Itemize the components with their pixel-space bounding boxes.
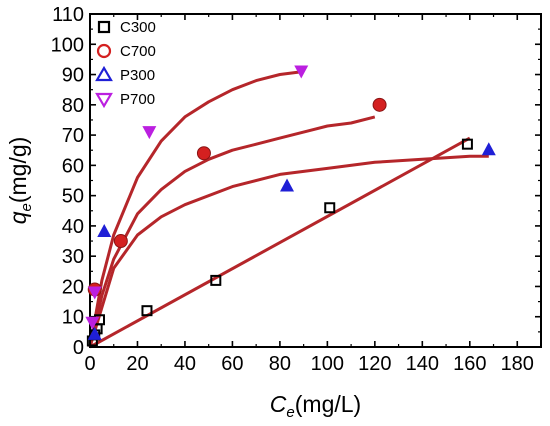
legend-marker-p300 — [95, 65, 113, 82]
y-axis-title: qe(mg/g) — [5, 137, 35, 225]
y-axis-sub: e — [18, 203, 35, 211]
point-c300 — [210, 274, 222, 286]
fit-curves — [88, 70, 489, 349]
point-c700 — [196, 146, 211, 161]
point-c700 — [372, 97, 387, 112]
y-tick-label: 90 — [62, 65, 84, 87]
point-p300 — [87, 326, 102, 340]
legend-label-p700: P700 — [120, 91, 155, 108]
legend-marker-c300 — [97, 20, 111, 34]
x-axis-unit: (mg/L) — [295, 391, 361, 417]
axis-ticks: 0 20 40 60 80 100 120 140 160 180 0 10 20 30 40 50 60 70 8… — [51, 4, 541, 375]
x-tick-label: 160 — [453, 353, 486, 375]
legend-label-c700: C700 — [120, 43, 156, 60]
y-tick-label: 40 — [62, 216, 84, 238]
x-tick-label: 20 — [126, 353, 148, 375]
plot-border — [89, 13, 542, 348]
y-axis-var: q — [5, 211, 31, 224]
plot-frame — [89, 13, 542, 348]
legend: C300 C700 P300 P700 — [95, 19, 156, 109]
point-p700 — [142, 126, 157, 140]
x-tick-label: 0 — [84, 353, 95, 375]
data-points — [85, 65, 496, 347]
y-tick-label: 80 — [62, 95, 84, 117]
x-tick-label: 180 — [501, 353, 534, 375]
y-tick-label: 50 — [62, 186, 84, 208]
legend-label-p300: P300 — [120, 67, 155, 84]
x-tick-label: 120 — [358, 353, 391, 375]
y-tick-label: 10 — [62, 307, 84, 329]
point-p300 — [97, 223, 112, 237]
fit-curve-c300 — [89, 136, 471, 349]
y-tick-label: 60 — [62, 155, 84, 177]
point-c300 — [324, 202, 336, 214]
point-c300 — [461, 138, 473, 150]
x-axis-var: C — [270, 391, 287, 417]
x-axis-title: Ce(mg/L) — [270, 391, 361, 421]
y-axis-unit: (mg/g) — [5, 137, 31, 203]
x-tick-label: 40 — [174, 353, 196, 375]
y-tick-label: 0 — [73, 337, 84, 359]
legend-marker-p700 — [95, 92, 113, 109]
point-p700 — [294, 65, 309, 79]
point-p300 — [481, 142, 496, 156]
point-p700 — [87, 286, 102, 300]
x-tick-label: 140 — [406, 353, 439, 375]
y-tick-label: 70 — [62, 125, 84, 147]
x-axis-sub: e — [286, 404, 294, 421]
point-c700 — [113, 234, 128, 249]
point-c300 — [141, 305, 153, 317]
y-tick-label: 100 — [51, 34, 84, 56]
y-tick-label: 110 — [52, 4, 84, 26]
fit-curve-p700 — [88, 70, 304, 348]
x-tick-label: 80 — [269, 353, 291, 375]
y-tick-label: 20 — [62, 276, 84, 298]
y-tick-label: 30 — [62, 246, 84, 268]
x-tick-label: 100 — [311, 353, 344, 375]
legend-label-c300: C300 — [120, 19, 156, 36]
point-p700 — [85, 316, 100, 330]
fit-curve-c700 — [88, 115, 376, 348]
legend-marker-c700 — [96, 43, 112, 59]
x-tick-label: 60 — [221, 353, 243, 375]
point-p300 — [280, 178, 295, 192]
